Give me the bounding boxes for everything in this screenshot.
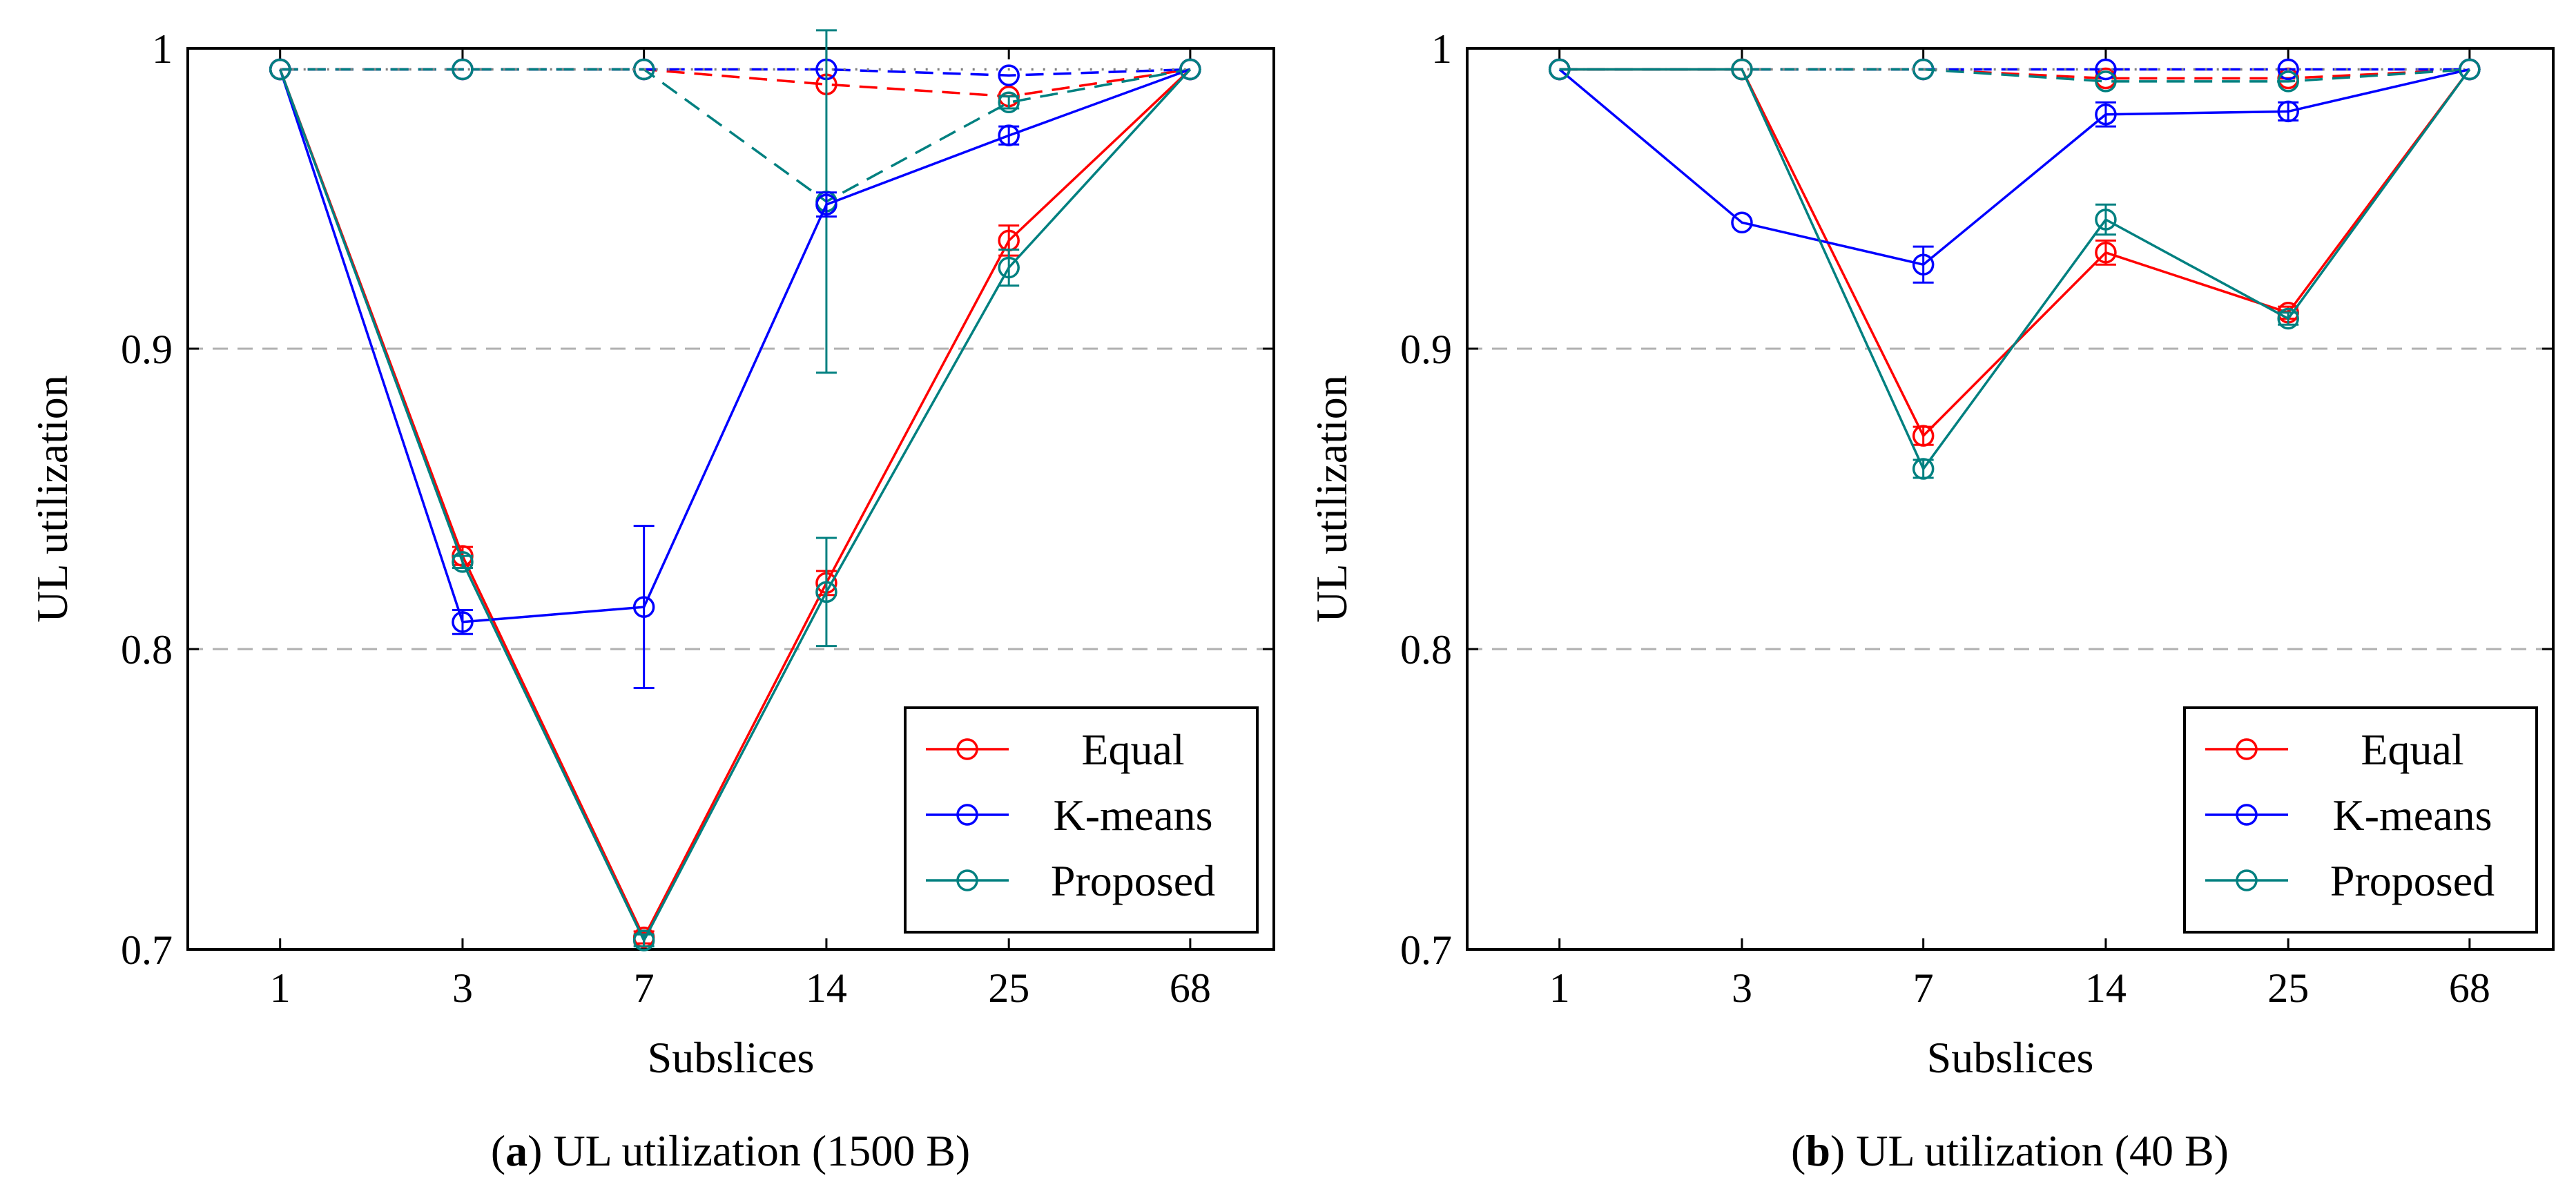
legend-swatch-marker [956, 804, 978, 826]
proposed-series-point [1731, 58, 1753, 81]
caption-open-paren: ( [1791, 1126, 1805, 1175]
proposed-series-point [269, 58, 291, 81]
k-means-series-point [1912, 253, 1935, 276]
plot-frame [1466, 47, 2555, 951]
x-tick-label: 1 [270, 965, 291, 1011]
k-means-upper-series-point [2277, 58, 2299, 81]
proposed-series-point [2459, 58, 2481, 81]
x-tick-label: 25 [2267, 965, 2309, 1011]
y-tick-label: 0.7 [1400, 927, 1452, 973]
proposed-upper-series-point [452, 58, 474, 81]
proposed-series-point [2277, 307, 2299, 330]
legend-label: Proposed [1051, 856, 1215, 905]
y-tick-label: 0.8 [121, 627, 173, 673]
x-axis-label: Subslices [648, 1033, 815, 1082]
proposed-upper-series-point [2095, 70, 2117, 93]
k-means-series-point [1731, 211, 1753, 234]
x-tick-label: 3 [1732, 965, 1752, 1011]
legend-box [904, 706, 1259, 934]
proposed-upper-series-line [280, 68, 1191, 203]
x-tick-label: 68 [2449, 965, 2490, 1011]
x-tick-label: 3 [452, 965, 473, 1011]
x-tick-label: 7 [634, 965, 655, 1011]
equal-series-point [1912, 425, 1935, 447]
proposed-upper-series-point [998, 91, 1020, 114]
legend-label: K-means [2332, 791, 2492, 840]
legend-swatch-marker [956, 869, 978, 891]
y-tick-label: 0.9 [1400, 327, 1452, 372]
k-means-series-point [2095, 103, 2117, 126]
y-axis-label: UL utilization [28, 375, 77, 622]
x-tick-label: 7 [1913, 965, 1934, 1011]
proposed-upper-series-point [2277, 70, 2299, 93]
legend-label: Equal [1081, 725, 1184, 774]
proposed-series-point [452, 551, 474, 573]
k-means-series-point [452, 611, 474, 633]
x-tick-label: 25 [988, 965, 1029, 1011]
caption-text: ) UL utilization (40 B) [1830, 1126, 2229, 1175]
y-tick-label: 1 [1431, 26, 1452, 72]
y-tick-label: 0.8 [1400, 627, 1452, 673]
panel-caption: (b) UL utilization (40 B) [1791, 1126, 2229, 1175]
proposed-series-point [632, 929, 655, 951]
k-means-series-line [279, 68, 1191, 624]
legend-swatch-marker [2236, 804, 2258, 826]
k-means-series-point [815, 193, 837, 215]
k-means-series-line [1558, 68, 2470, 267]
k-means-series-point [632, 596, 655, 618]
caption-open-paren: ( [491, 1126, 505, 1175]
equal-series-point [2095, 242, 2117, 264]
legend-box [2183, 706, 2538, 934]
x-axis-label: Subslices [1927, 1033, 2094, 1082]
legend-swatch-marker [2236, 738, 2258, 760]
proposed-series-point [815, 581, 837, 603]
proposed-series-point [998, 256, 1020, 279]
proposed-series-point [2095, 209, 2117, 231]
k-means-upper-series-line [280, 68, 1190, 77]
x-tick-label: 1 [1549, 965, 1570, 1011]
proposed-series-point [1179, 58, 1201, 81]
plot-frame [186, 47, 1275, 951]
y-axis-label: UL utilization [1307, 375, 1356, 622]
proposed-series-point [1912, 458, 1935, 480]
proposed-series-line [279, 68, 1192, 943]
equal-series-line [279, 68, 1192, 940]
k-means-upper-series-point [998, 64, 1020, 86]
legend-label: K-means [1053, 791, 1212, 840]
equal-upper-series-line [1559, 68, 2470, 80]
caption-text: ) UL utilization (1500 B) [527, 1126, 970, 1175]
legend-swatch-marker [956, 738, 978, 760]
proposed-series-point [1548, 58, 1571, 81]
legend-label: Equal [2361, 725, 2463, 774]
x-tick-label: 14 [2085, 965, 2127, 1011]
equal-series-line [1559, 68, 2471, 438]
proposed-series-line [1559, 68, 2471, 472]
caption-letter: b [1805, 1126, 1830, 1175]
legend-swatch-marker [2236, 869, 2258, 891]
subplot-a: 0.7 0.8 0.9 1 1 3 7 14 25 68 Subslices UL utilizati… [28, 26, 1275, 1175]
k-means-series-point [998, 124, 1020, 146]
y-tick-label: 0.9 [121, 327, 173, 372]
k-means-series-point [2277, 100, 2299, 123]
y-tick-label: 0.7 [121, 927, 173, 973]
y-tick-label: 1 [152, 26, 173, 72]
k-means-upper-series-point [2095, 58, 2117, 81]
caption-letter: a [505, 1126, 527, 1175]
subplot-b: 0.7 0.8 0.9 1 1 3 7 14 25 68 Subslices UL utilizati… [1307, 26, 2555, 1175]
legend-label: Proposed [2330, 856, 2495, 905]
x-tick-label: 68 [1170, 965, 1211, 1011]
panel-caption: (a) UL utilization (1500 B) [491, 1126, 970, 1175]
x-tick-label: 14 [806, 965, 847, 1011]
